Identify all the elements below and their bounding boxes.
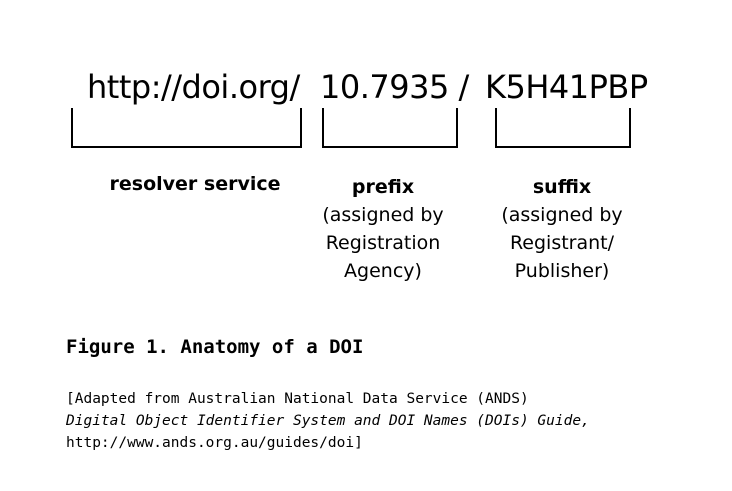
- doi-prefix-text: 10.7935 /: [320, 68, 469, 106]
- doi-suffix-text: K5H41PBP: [485, 68, 648, 106]
- prefix-label-title: prefix: [351, 176, 415, 198]
- suffix-label-title: suffix: [532, 176, 592, 198]
- prefix-label-note: (assigned by Registration Agency): [322, 204, 444, 282]
- citation: [Adapted from Australian National Data S…: [66, 388, 590, 454]
- citation-line-3: http://www.ands.org.au/guides/doi]: [66, 435, 363, 451]
- figure-caption: Figure 1. Anatomy of a DOI: [66, 336, 364, 358]
- suffix-label: suffix (assigned by Registrant/ Publishe…: [482, 173, 642, 285]
- prefix-label: prefix (assigned by Registration Agency): [303, 173, 463, 285]
- suffix-bracket: [495, 108, 631, 148]
- resolver-bracket: [71, 108, 302, 148]
- citation-line-2: Digital Object Identifier System and DOI…: [66, 413, 590, 429]
- resolver-label-title: resolver service: [109, 173, 281, 195]
- prefix-bracket: [322, 108, 458, 148]
- suffix-label-note: (assigned by Registrant/ Publisher): [501, 204, 623, 282]
- resolver-label: resolver service: [95, 170, 295, 198]
- citation-line-1: [Adapted from Australian National Data S…: [66, 391, 529, 407]
- doi-resolver-text: http://doi.org/: [87, 68, 300, 106]
